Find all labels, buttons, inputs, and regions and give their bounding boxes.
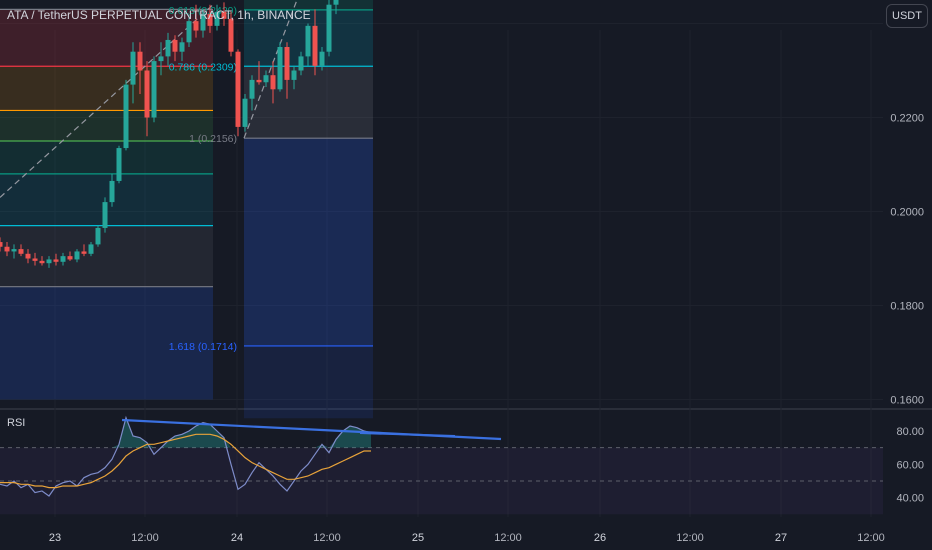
fib-zone [0, 66, 213, 111]
candle [179, 42, 185, 52]
x-tick-label: 12:00 [313, 532, 341, 544]
fib-zone [244, 345, 373, 419]
x-tick-label: 26 [594, 532, 606, 544]
x-tick-label: 24 [231, 532, 243, 544]
candle [123, 84, 129, 149]
candle [333, 0, 339, 5]
rsi-y-tick-label: 80.00 [896, 426, 924, 438]
currency-button[interactable]: USDT [886, 4, 928, 28]
x-tick-label: 23 [49, 532, 61, 544]
candle [81, 251, 87, 254]
rsi-line [0, 415, 372, 497]
fib-zone [0, 141, 213, 174]
candle [263, 75, 269, 83]
candle [0, 242, 3, 247]
candle [193, 21, 199, 31]
candle [312, 25, 318, 66]
y-tick-label: 0.2000 [890, 207, 924, 219]
candle [305, 25, 311, 57]
y-tick-label: 0.1800 [890, 301, 924, 313]
candle [249, 79, 255, 99]
candle [88, 244, 94, 254]
candle [165, 39, 171, 57]
candle [207, 14, 213, 26]
candle [32, 258, 38, 261]
x-tick-label: 25 [412, 532, 424, 544]
candle [137, 51, 143, 71]
rsi-label: RSI [7, 417, 26, 429]
candle [277, 47, 283, 90]
candle [291, 70, 297, 80]
x-tick-label: 27 [775, 532, 787, 544]
x-tick-label: 12:00 [676, 532, 704, 544]
fib-zone [0, 9, 213, 67]
candle [319, 51, 325, 66]
candle [11, 249, 17, 252]
candle [102, 202, 108, 228]
candle [60, 256, 66, 262]
y-tick-label: 0.1600 [890, 395, 924, 407]
candle [256, 79, 262, 83]
candle [74, 251, 80, 260]
candle [326, 4, 332, 52]
candle [130, 51, 136, 85]
rsi-y-tick-label: 40.00 [896, 493, 924, 505]
candle [53, 259, 59, 262]
candle [109, 180, 115, 203]
rsi-y-tick-label: 60.00 [896, 459, 924, 471]
fib-zone [0, 286, 213, 400]
y-tick-label: 0.2200 [890, 113, 924, 125]
fib-zone [244, 66, 373, 139]
candle [284, 47, 290, 80]
fib-label: 1 (0.2156) [189, 133, 237, 145]
candle [221, 11, 227, 19]
candle [172, 39, 178, 52]
chart-title: ATA / TetherUS PERPETUAL CONTRACT, 1h, B… [7, 8, 311, 22]
candle [18, 249, 24, 254]
candle [186, 21, 192, 43]
candle [158, 56, 164, 62]
fib-label: 0.786 (0.2309) [169, 61, 237, 73]
candle [95, 227, 101, 245]
fib-zone [0, 110, 213, 141]
candle [144, 70, 150, 118]
candle [298, 56, 304, 71]
candle [270, 75, 276, 90]
candle [214, 11, 220, 26]
x-tick-label: 12:00 [857, 532, 885, 544]
x-tick-label: 12:00 [494, 532, 522, 544]
x-tick-label: 12:00 [131, 532, 159, 544]
fib-trend-line [0, 4, 214, 198]
candle [242, 98, 248, 127]
fib-zone [0, 225, 213, 287]
candle [200, 14, 206, 31]
candle [67, 256, 73, 260]
candle [46, 259, 52, 264]
candle [39, 260, 45, 264]
rsi-divergence-line [359, 432, 456, 437]
fib-zone [244, 0, 373, 10]
candle [228, 18, 234, 52]
fib-label: 1.618 (0.1714) [169, 341, 237, 353]
candle [4, 246, 10, 252]
fib-zone [244, 138, 373, 346]
rsi-ma-line [0, 433, 371, 489]
candle [235, 51, 241, 127]
candle [151, 61, 157, 118]
candle [116, 148, 122, 181]
candle [25, 253, 31, 259]
